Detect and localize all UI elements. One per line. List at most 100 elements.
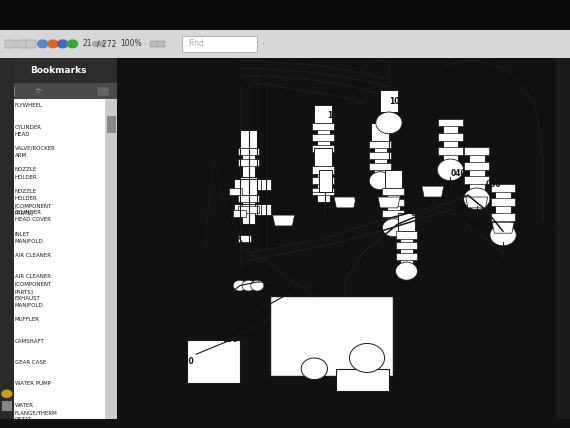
Bar <box>150 41 158 47</box>
Bar <box>0 58 117 83</box>
Text: MANIFOLD: MANIFOLD <box>15 239 43 244</box>
Bar <box>26 40 36 48</box>
Bar <box>319 170 332 192</box>
Text: [COMPONENT: [COMPONENT <box>15 282 52 287</box>
Text: 130: 130 <box>359 263 374 272</box>
Text: Bookmarks: Bookmarks <box>30 65 87 75</box>
Circle shape <box>349 344 385 372</box>
Text: 050: 050 <box>372 249 387 258</box>
Bar <box>242 148 255 177</box>
Bar <box>312 145 334 152</box>
Bar <box>5 312 10 319</box>
Circle shape <box>396 262 417 280</box>
Text: INLET: INLET <box>15 232 30 237</box>
Bar <box>234 204 245 215</box>
Text: MUFFLER: MUFFLER <box>15 317 40 322</box>
Bar <box>465 176 489 184</box>
Text: WATER PUMP: WATER PUMP <box>15 381 51 386</box>
Polygon shape <box>492 222 514 233</box>
Text: 010: 010 <box>393 140 409 149</box>
Bar <box>0 99 105 419</box>
Bar <box>465 148 489 155</box>
Text: PARTS]: PARTS] <box>15 289 34 294</box>
Text: / 272: / 272 <box>97 39 116 48</box>
Text: 020: 020 <box>178 357 194 366</box>
Bar <box>5 355 10 362</box>
Bar <box>491 213 515 220</box>
Text: OSTAT: OSTAT <box>15 417 32 422</box>
Bar <box>238 148 259 155</box>
Circle shape <box>233 280 246 291</box>
Bar <box>491 198 515 206</box>
Text: 050: 050 <box>486 180 501 189</box>
Circle shape <box>98 42 105 47</box>
Text: AIR CLEANER: AIR CLEANER <box>15 253 51 258</box>
Text: HOLDER: HOLDER <box>15 175 38 180</box>
Polygon shape <box>272 215 295 226</box>
Bar <box>382 199 404 206</box>
Bar <box>5 377 10 383</box>
Text: 070: 070 <box>174 169 190 178</box>
Bar <box>5 205 10 212</box>
Bar <box>0 83 117 99</box>
Bar <box>312 123 334 130</box>
Text: 130: 130 <box>473 227 488 236</box>
Bar <box>105 99 117 419</box>
Bar <box>233 210 246 217</box>
Bar <box>396 253 417 260</box>
Bar <box>0 419 570 428</box>
Bar <box>107 116 116 133</box>
Bar <box>187 340 240 383</box>
Text: 040: 040 <box>354 194 369 203</box>
Text: 160: 160 <box>178 270 194 279</box>
Text: WATER: WATER <box>15 403 34 408</box>
Bar <box>238 235 251 242</box>
Bar <box>0 0 570 30</box>
Circle shape <box>376 112 402 134</box>
Bar <box>97 87 109 96</box>
Text: 100: 100 <box>328 111 343 120</box>
Bar <box>240 177 257 195</box>
Bar <box>387 188 400 232</box>
Circle shape <box>437 159 463 181</box>
Bar <box>369 152 391 159</box>
Text: EXHAUST: EXHAUST <box>15 296 40 301</box>
Bar <box>312 134 334 141</box>
Text: FLANGE/THERM: FLANGE/THERM <box>15 410 58 415</box>
Bar <box>315 105 332 123</box>
Bar <box>238 159 259 166</box>
Text: HEAD: HEAD <box>15 132 30 137</box>
Bar <box>238 206 259 213</box>
Text: MANIFOLD: MANIFOLD <box>15 303 43 308</box>
Text: Find: Find <box>188 39 204 48</box>
Text: CAMSHAFT: CAMSHAFT <box>15 339 44 344</box>
Bar <box>5 334 10 341</box>
Bar <box>2 401 12 411</box>
Bar <box>5 227 10 234</box>
Bar <box>7 87 15 96</box>
Bar <box>229 188 242 195</box>
Polygon shape <box>378 197 400 208</box>
Bar <box>157 41 165 47</box>
Bar <box>316 123 329 159</box>
Bar <box>5 184 10 191</box>
Bar <box>182 36 256 52</box>
Bar <box>382 188 404 195</box>
Bar <box>312 177 334 184</box>
Text: ·: · <box>262 39 265 49</box>
Circle shape <box>463 188 490 210</box>
Circle shape <box>382 219 404 237</box>
Text: HOLDER: HOLDER <box>15 196 38 201</box>
Text: 100: 100 <box>389 97 405 106</box>
Text: VALVE/ROCKER: VALVE/ROCKER <box>15 146 56 151</box>
Circle shape <box>67 40 78 48</box>
Bar <box>242 195 255 224</box>
Text: AIR CLEANER: AIR CLEANER <box>15 274 51 279</box>
Text: 080: 080 <box>174 187 190 196</box>
Text: [COMPONENT: [COMPONENT <box>15 203 52 208</box>
Text: ARM: ARM <box>15 153 27 158</box>
Bar <box>312 188 334 195</box>
Text: 030: 030 <box>292 184 308 193</box>
Circle shape <box>369 172 391 190</box>
Circle shape <box>92 42 99 47</box>
